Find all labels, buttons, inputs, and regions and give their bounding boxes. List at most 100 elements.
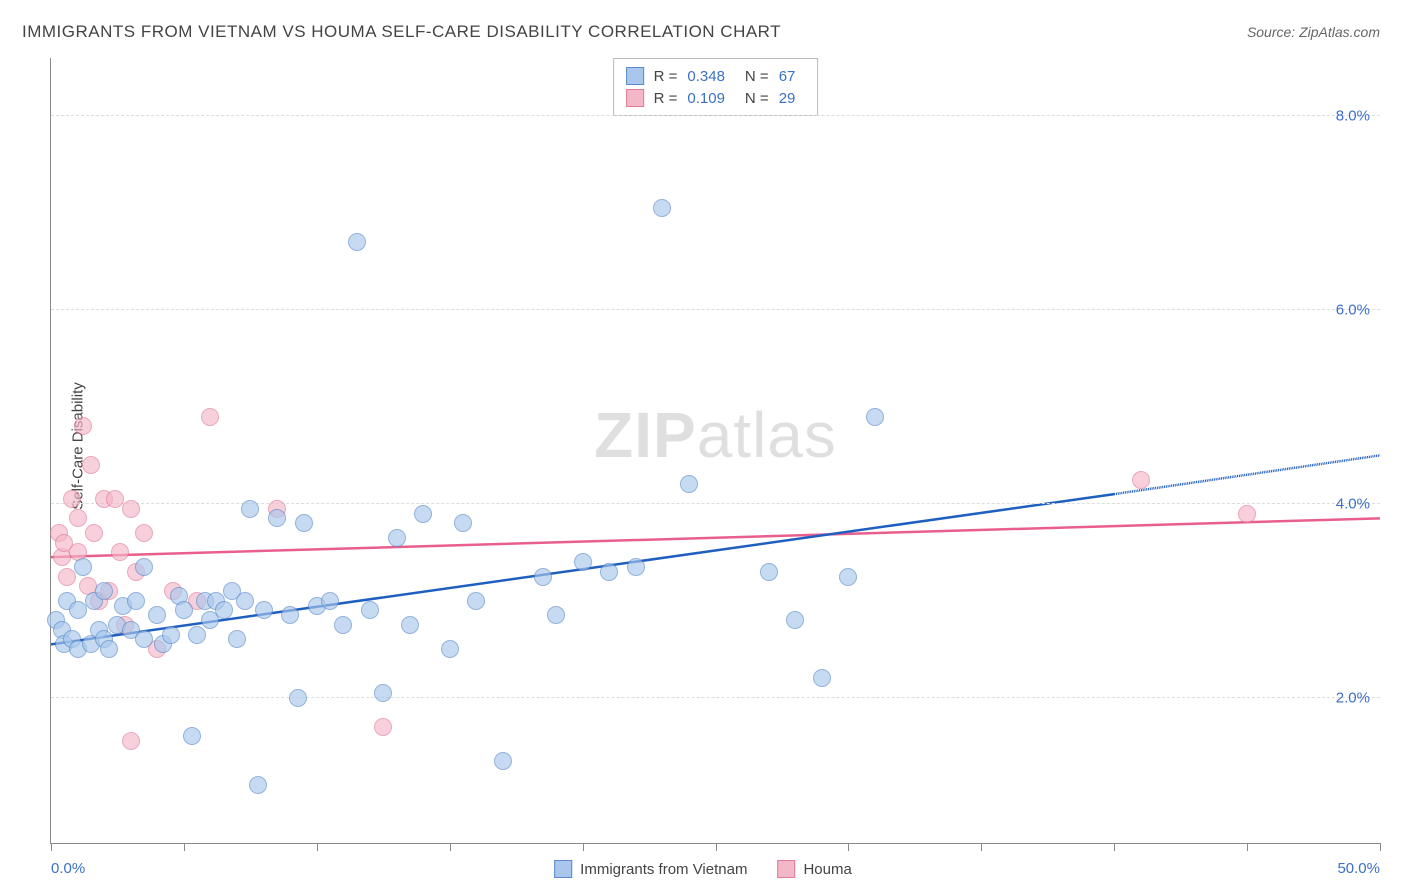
data-point xyxy=(1132,471,1150,489)
data-point xyxy=(95,582,113,600)
data-point xyxy=(255,601,273,619)
data-point xyxy=(201,408,219,426)
r-value-2: 0.109 xyxy=(687,90,725,107)
data-point xyxy=(653,199,671,217)
gridline-h xyxy=(51,697,1380,698)
stats-row-series2: R = 0.109 N = 29 xyxy=(626,87,806,109)
r-value-1: 0.348 xyxy=(687,68,725,85)
data-point xyxy=(268,509,286,527)
gridline-h xyxy=(51,115,1380,116)
swatch-series2 xyxy=(626,89,644,107)
data-point xyxy=(127,592,145,610)
data-point xyxy=(215,601,233,619)
data-point xyxy=(122,732,140,750)
data-point xyxy=(454,514,472,532)
x-tick xyxy=(583,843,584,851)
data-point xyxy=(100,640,118,658)
data-point xyxy=(241,500,259,518)
watermark: ZIPatlas xyxy=(594,398,837,472)
data-point xyxy=(388,529,406,547)
data-point xyxy=(69,601,87,619)
data-point xyxy=(321,592,339,610)
data-point xyxy=(69,509,87,527)
data-point xyxy=(63,490,81,508)
data-point xyxy=(680,475,698,493)
x-tick xyxy=(51,843,52,851)
x-tick xyxy=(450,843,451,851)
stats-legend-box: R = 0.348 N = 67 R = 0.109 N = 29 xyxy=(613,58,819,116)
data-point xyxy=(627,558,645,576)
r-label-1: R = xyxy=(654,68,678,85)
data-point xyxy=(361,601,379,619)
data-point xyxy=(1238,505,1256,523)
data-point xyxy=(249,776,267,794)
n-label-1: N = xyxy=(745,68,769,85)
data-point xyxy=(74,417,92,435)
source-label: Source: ZipAtlas.com xyxy=(1247,24,1380,40)
data-point xyxy=(281,606,299,624)
x-tick xyxy=(1380,843,1381,851)
y-tick-label: 2.0% xyxy=(1336,689,1370,706)
x-tick xyxy=(317,843,318,851)
x-tick-label: 0.0% xyxy=(51,860,85,877)
data-point xyxy=(74,558,92,576)
data-point xyxy=(813,669,831,687)
x-tick xyxy=(184,843,185,851)
data-point xyxy=(574,553,592,571)
data-point xyxy=(111,543,129,561)
data-point xyxy=(374,718,392,736)
r-label-2: R = xyxy=(654,90,678,107)
source-name: ZipAtlas.com xyxy=(1299,24,1380,40)
legend-swatch-series2 xyxy=(777,860,795,878)
data-point xyxy=(183,727,201,745)
data-point xyxy=(236,592,254,610)
x-tick xyxy=(1114,843,1115,851)
data-point xyxy=(85,524,103,542)
data-point xyxy=(534,568,552,586)
data-point xyxy=(348,233,366,251)
n-label-2: N = xyxy=(745,90,769,107)
x-tick-label: 50.0% xyxy=(1337,860,1380,877)
data-point xyxy=(401,616,419,634)
source-prefix: Source: xyxy=(1247,24,1299,40)
data-point xyxy=(228,630,246,648)
y-tick-label: 6.0% xyxy=(1336,301,1370,318)
data-point xyxy=(295,514,313,532)
chart-title: IMMIGRANTS FROM VIETNAM VS HOUMA SELF-CA… xyxy=(22,22,781,42)
y-tick-label: 4.0% xyxy=(1336,495,1370,512)
legend-item-series1: Immigrants from Vietnam xyxy=(554,860,747,878)
x-tick xyxy=(848,843,849,851)
data-point xyxy=(547,606,565,624)
data-point xyxy=(82,456,100,474)
x-tick xyxy=(1247,843,1248,851)
data-point xyxy=(135,558,153,576)
data-point xyxy=(866,408,884,426)
chart-container: IMMIGRANTS FROM VIETNAM VS HOUMA SELF-CA… xyxy=(0,0,1406,892)
data-point xyxy=(467,592,485,610)
n-value-2: 29 xyxy=(779,90,796,107)
data-point xyxy=(135,524,153,542)
swatch-series1 xyxy=(626,67,644,85)
legend-label-series1: Immigrants from Vietnam xyxy=(580,861,747,878)
data-point xyxy=(839,568,857,586)
data-point xyxy=(600,563,618,581)
plot-area: ZIPatlas R = 0.348 N = 67 R = 0.109 N = … xyxy=(50,58,1380,844)
x-tick xyxy=(716,843,717,851)
data-point xyxy=(441,640,459,658)
data-point xyxy=(374,684,392,702)
n-value-1: 67 xyxy=(779,68,796,85)
data-point xyxy=(289,689,307,707)
legend-item-series2: Houma xyxy=(777,860,851,878)
data-point xyxy=(162,626,180,644)
data-point xyxy=(760,563,778,581)
data-point xyxy=(58,568,76,586)
data-point xyxy=(175,601,193,619)
x-tick xyxy=(981,843,982,851)
gridline-h xyxy=(51,309,1380,310)
trend-lines xyxy=(51,58,1380,843)
data-point xyxy=(414,505,432,523)
legend-label-series2: Houma xyxy=(803,861,851,878)
data-point xyxy=(148,606,166,624)
data-point xyxy=(494,752,512,770)
data-point xyxy=(334,616,352,634)
